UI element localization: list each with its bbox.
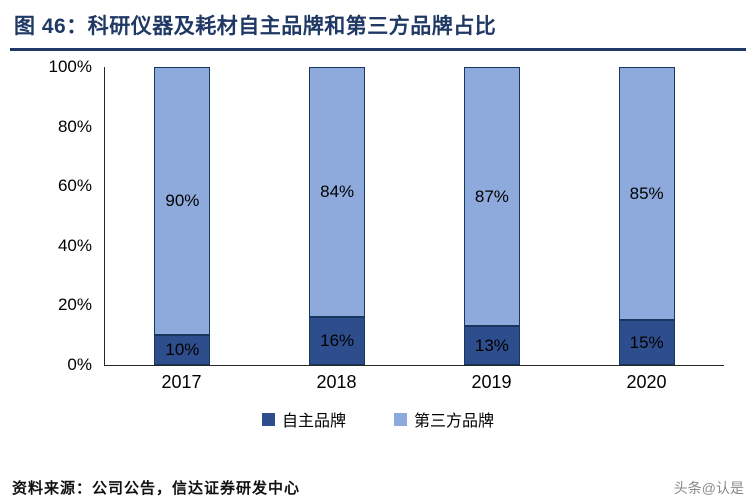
legend-label: 自主品牌: [281, 413, 346, 430]
bar-value-label: 90%: [165, 191, 200, 211]
bar-value-label: 13%: [474, 335, 509, 355]
bar-segment: 90%: [154, 67, 211, 336]
plot-area: 90% 10% 84% 16% 87% 13% 85% 15%: [104, 67, 724, 366]
bar-segment: 84%: [309, 67, 366, 318]
legend-item: 自主品牌: [261, 407, 346, 431]
bar-value-label: 10%: [165, 340, 200, 360]
y-tick-label: 0%: [67, 355, 92, 374]
y-tick-label: 60%: [57, 176, 92, 196]
x-axis-row: 2017 2018 2019 2020: [0, 366, 756, 393]
x-axis: 2017 2018 2019 2020: [104, 372, 724, 393]
y-tick-label: 100%: [48, 57, 92, 76]
legend-swatch-icon: [261, 412, 275, 426]
stacked-bar: 84% 16%: [309, 67, 366, 365]
bar-segment: 87%: [463, 67, 520, 327]
bar-value-label: 15%: [629, 332, 664, 352]
stacked-bar: 90% 10%: [154, 67, 211, 365]
bar-segment: 10%: [154, 335, 211, 365]
chart-title: 图 46：科研仪器及耗材自主品牌和第三方品牌占比: [14, 15, 497, 38]
stacked-bar: 85% 15%: [618, 67, 675, 365]
title-underline: [10, 48, 746, 51]
y-tick-label: 20%: [57, 295, 92, 315]
x-tick-label: 2017: [161, 372, 202, 392]
stacked-bar-chart: 0% 20% 40% 60% 80% 100% 90% 10% 84% 16% 87% 13% 85%…: [0, 57, 756, 431]
watermark: 头条@认是: [673, 480, 744, 496]
source-note: 资料来源：公司公告，信达证券研发中心: [12, 481, 301, 497]
legend-swatch-icon: [394, 412, 407, 426]
x-tick-label: 2019: [471, 372, 512, 392]
bar-segment: 16%: [309, 317, 366, 365]
bar-value-label: 85%: [629, 183, 664, 203]
x-tick-label: 2018: [316, 372, 357, 392]
footer: 资料来源：公司公告，信达证券研发中心 头条@认是: [0, 477, 756, 498]
bar-value-label: 84%: [320, 182, 355, 202]
bar-segment: 13%: [463, 326, 520, 365]
legend-label: 第三方品牌: [414, 413, 495, 430]
legend: 自主品牌 第三方品牌: [0, 407, 756, 431]
bar-value-label: 16%: [320, 331, 355, 351]
y-tick-label: 80%: [57, 116, 92, 136]
bars: 90% 10% 84% 16% 87% 13% 85% 15%: [105, 67, 724, 365]
legend-item: 第三方品牌: [394, 407, 494, 431]
x-tick-label: 2020: [626, 372, 667, 392]
bar-segment: 85%: [618, 67, 675, 321]
bar-segment: 15%: [618, 320, 675, 365]
chart-header: 图 46：科研仪器及耗材自主品牌和第三方品牌占比: [0, 0, 756, 44]
bar-value-label: 87%: [474, 186, 509, 206]
y-axis: 0% 20% 40% 60% 80% 100%: [0, 57, 104, 374]
y-tick-label: 40%: [57, 235, 92, 255]
stacked-bar: 87% 13%: [463, 67, 520, 365]
plot-row: 0% 20% 40% 60% 80% 100% 90% 10% 84% 16% 87% 13% 85%…: [0, 57, 756, 374]
